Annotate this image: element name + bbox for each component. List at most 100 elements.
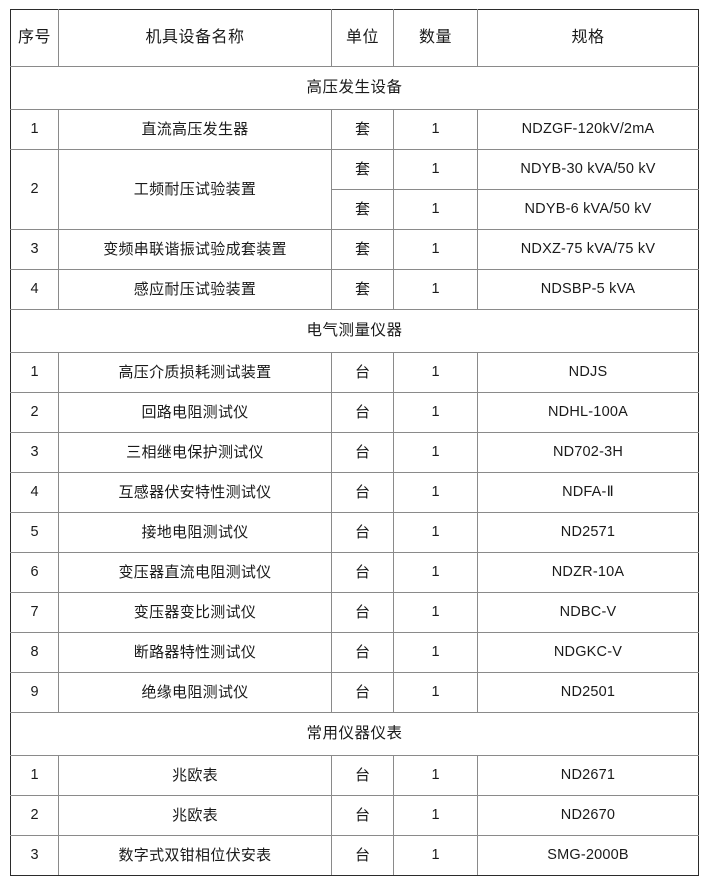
cell-qty: 1 xyxy=(393,795,478,836)
column-header-index: 序号 xyxy=(10,9,59,67)
cell-equipment-name: 断路器特性测试仪 xyxy=(58,632,332,673)
cell-equipment-name: 变频串联谐振试验成套装置 xyxy=(58,229,332,270)
cell-spec: NDZGF-120kV/2mA xyxy=(477,109,699,150)
table-row: 5 接地电阻测试仪台 1 ND2571 xyxy=(10,512,699,553)
cell-spec: NDZR-10A xyxy=(477,552,699,593)
cell-equipment-name: 接地电阻测试仪 xyxy=(58,512,332,553)
cell-index: 1 xyxy=(10,755,59,796)
table-row: 套 1 NDYB-6 kVA/50 kV xyxy=(11,189,699,230)
cell-qty: 1 xyxy=(393,632,478,673)
cell-equipment-name: 互感器伏安特性测试仪 xyxy=(58,472,332,513)
cell-qty: 1 xyxy=(393,109,478,150)
cell-qty: 1 xyxy=(393,229,478,270)
cell-equipment-name: 变压器直流电阻测试仪 xyxy=(58,552,332,593)
table-row: 2 回路电阻测试仪台 1 NDHL-100A xyxy=(10,392,699,433)
cell-unit: 台 xyxy=(331,835,394,876)
cell-index: 3 xyxy=(10,835,59,876)
cell-unit: 套 xyxy=(331,189,394,230)
cell-unit: 台 xyxy=(331,432,394,473)
cell-spec: NDBC-V xyxy=(477,592,699,633)
cell-equipment-name: 绝缘电阻测试仪 xyxy=(58,672,332,713)
table-row: 1 直流高压发生器套 1 NDZGF-120kV/2mA xyxy=(10,109,699,150)
cell-unit: 台 xyxy=(331,472,394,513)
cell-spec: NDXZ-75 kVA/75 kV xyxy=(477,229,699,270)
cell-qty: 1 xyxy=(393,472,478,513)
cell-index: 4 xyxy=(10,269,59,310)
cell-equipment-name: 兆欧表 xyxy=(58,755,332,796)
cell-spec: NDGKC-V xyxy=(477,632,699,673)
section-header-row: 常用仪器仪表 xyxy=(10,712,699,756)
table-row: 4 互感器伏安特性测试仪台 1 NDFA-Ⅱ xyxy=(10,472,699,513)
cell-index: 1 xyxy=(10,352,59,393)
cell-qty: 1 xyxy=(393,552,478,593)
cell-spec: NDSBP-5 kVA xyxy=(477,269,699,310)
cell-spec: NDYB-30 kVA/50 kV xyxy=(477,149,699,190)
cell-index: 8 xyxy=(10,632,59,673)
cell-spec: ND2571 xyxy=(477,512,699,553)
cell-qty: 1 xyxy=(393,835,478,876)
cell-qty: 1 xyxy=(393,149,478,190)
table-row: 3 变频串联谐振试验成套装置套 1 NDXZ-75 kVA/75 kV xyxy=(10,229,699,270)
cell-spec: NDHL-100A xyxy=(477,392,699,433)
cell-index: 7 xyxy=(10,592,59,633)
table-row: 4 感应耐压试验装置套 1 NDSBP-5 kVA xyxy=(10,269,699,310)
table-row: 9 绝缘电阻测试仪台 1 ND2501 xyxy=(10,672,699,713)
table-row: 8 断路器特性测试仪台 1 NDGKC-V xyxy=(10,632,699,673)
cell-index: 1 xyxy=(10,109,59,150)
cell-qty: 1 xyxy=(393,672,478,713)
cell-spec: NDYB-6 kVA/50 kV xyxy=(477,189,699,230)
cell-unit: 台 xyxy=(331,512,394,553)
equipment-table: 序号 机具设备名称 单位 数量 规格 高压发生设备 1 直流高压发生器套 1 NDZGF-120k… xyxy=(10,9,699,876)
cell-unit: 套 xyxy=(331,269,394,310)
column-header-name: 机具设备名称 xyxy=(58,9,332,67)
cell-equipment-name: 回路电阻测试仪 xyxy=(58,392,332,433)
cell-index: 3 xyxy=(10,229,59,270)
cell-spec: ND2671 xyxy=(477,755,699,796)
table-row: 1 高压介质损耗测试装置台 1 NDJS xyxy=(10,352,699,393)
cell-qty: 1 xyxy=(393,512,478,553)
cell-qty: 1 xyxy=(393,392,478,433)
cell-equipment-name: 数字式双钳相位伏安表 xyxy=(58,835,332,876)
cell-unit: 台 xyxy=(331,672,394,713)
cell-unit: 台 xyxy=(331,592,394,633)
cell-equipment-name: 高压介质损耗测试装置 xyxy=(58,352,332,393)
table-row: 2 兆欧表台 1 ND2670 xyxy=(10,795,699,836)
section-header-row: 电气测量仪器 xyxy=(10,309,699,353)
table-row: 3 数字式双钳相位伏安表台 1 SMG-2000B xyxy=(10,835,699,876)
table-row: 7 变压器变比测试仪台 1 NDBC-V xyxy=(10,592,699,633)
cell-equipment-name: 直流高压发生器 xyxy=(58,109,332,150)
cell-qty: 1 xyxy=(393,755,478,796)
cell-spec: ND2670 xyxy=(477,795,699,836)
cell-spec: NDJS xyxy=(477,352,699,393)
section-header-row: 高压发生设备 xyxy=(10,66,699,110)
cell-unit: 套 xyxy=(331,229,394,270)
cell-unit: 台 xyxy=(331,795,394,836)
table-row: 3 三相继电保护测试仪台 1 ND702-3H xyxy=(10,432,699,473)
cell-equipment-name: 感应耐压试验装置 xyxy=(58,269,332,310)
cell-spec: SMG-2000B xyxy=(477,835,699,876)
cell-index: 6 xyxy=(10,552,59,593)
cell-qty: 1 xyxy=(393,352,478,393)
table-row: 1 兆欧表台 1 ND2671 xyxy=(10,755,699,796)
cell-spec: NDFA-Ⅱ xyxy=(477,472,699,513)
cell-index: 2 xyxy=(10,149,59,230)
table-row: 6 变压器直流电阻测试仪台 1 NDZR-10A xyxy=(10,552,699,593)
cell-equipment-name: 工频耐压试验装置 xyxy=(58,149,332,230)
cell-index: 9 xyxy=(10,672,59,713)
cell-equipment-name: 变压器变比测试仪 xyxy=(58,592,332,633)
cell-unit: 套 xyxy=(331,109,394,150)
section-title: 高压发生设备 xyxy=(10,66,699,110)
cell-unit: 台 xyxy=(331,352,394,393)
section-title: 常用仪器仪表 xyxy=(10,712,699,756)
cell-index: 2 xyxy=(10,392,59,433)
cell-index: 5 xyxy=(10,512,59,553)
cell-unit: 台 xyxy=(331,755,394,796)
column-header-spec: 规格 xyxy=(477,9,699,67)
document-sheet: 序号 机具设备名称 单位 数量 规格 高压发生设备 1 直流高压发生器套 1 NDZGF-120k… xyxy=(10,9,699,876)
section-title: 电气测量仪器 xyxy=(10,309,699,353)
cell-index: 3 xyxy=(10,432,59,473)
cell-qty: 1 xyxy=(393,592,478,633)
column-header-unit: 单位 xyxy=(331,9,394,67)
cell-equipment-name: 三相继电保护测试仪 xyxy=(58,432,332,473)
cell-qty: 1 xyxy=(393,189,478,230)
